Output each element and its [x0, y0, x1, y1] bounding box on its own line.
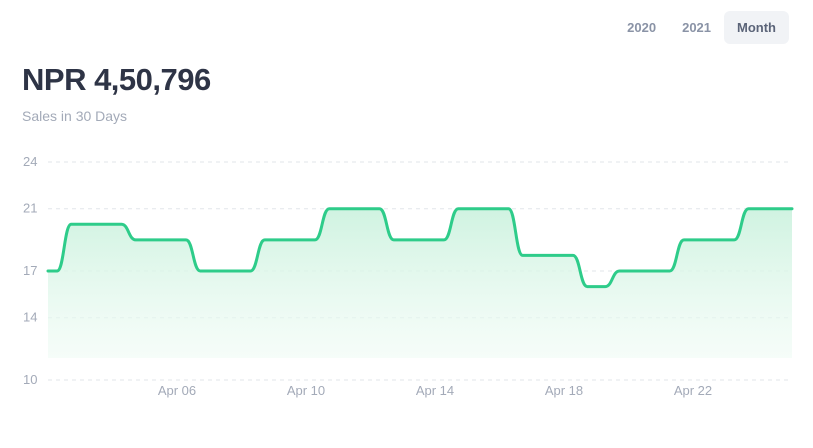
- x-tick-label: Apr 22: [674, 383, 712, 398]
- x-tick-label: Apr 18: [545, 383, 583, 398]
- range-tabs: 2020 2021 Month: [614, 11, 789, 44]
- y-tick-label: 10: [23, 372, 37, 387]
- y-tick-label: 21: [23, 201, 37, 216]
- sales-series-line: [46, 207, 794, 289]
- sales-area-fill: [48, 208, 792, 358]
- tab-2020[interactable]: 2020: [627, 20, 657, 35]
- y-axis: 10 14 17 21 24: [23, 154, 37, 387]
- x-axis: Apr 06 Apr 10 Apr 14 Apr 18 Apr 22: [158, 383, 712, 398]
- area-layer: [46, 207, 794, 358]
- tab-month[interactable]: Month: [724, 11, 789, 44]
- sales-caption: Sales in 30 Days: [22, 108, 128, 124]
- tab-2021[interactable]: 2021: [682, 20, 712, 35]
- x-tick-label: Apr 06: [158, 383, 196, 398]
- y-tick-label: 14: [23, 310, 37, 325]
- y-tick-label: 17: [23, 263, 37, 278]
- y-tick-label: 24: [23, 154, 37, 169]
- x-tick-label: Apr 14: [416, 383, 454, 398]
- x-tick-label: Apr 10: [287, 383, 325, 398]
- sales-total: NPR 4,50,796: [22, 62, 211, 97]
